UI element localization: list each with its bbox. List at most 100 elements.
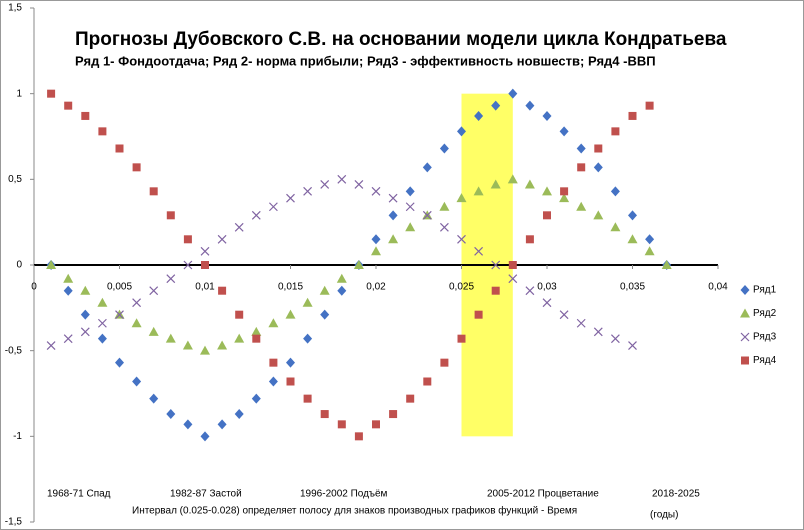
point	[63, 273, 74, 283]
point	[439, 222, 449, 232]
point	[576, 143, 586, 154]
point	[610, 222, 621, 232]
point	[303, 186, 313, 196]
legend-label: Ряд3	[753, 332, 777, 343]
point	[593, 327, 603, 337]
chart-subtitle: Ряд 1- Фондоотдача; Ряд 2- норма прибыли…	[75, 53, 656, 68]
point	[303, 333, 313, 344]
y-tick-label: 1	[16, 88, 22, 99]
point	[422, 162, 432, 173]
point	[524, 179, 535, 189]
point	[456, 193, 467, 203]
point	[389, 410, 398, 419]
point	[115, 310, 124, 320]
point	[576, 318, 586, 328]
annotation: 2018-2025	[652, 489, 700, 500]
point	[251, 210, 261, 220]
point	[577, 163, 586, 172]
point	[183, 260, 193, 270]
point	[388, 234, 399, 244]
point	[627, 234, 638, 244]
point	[63, 334, 73, 344]
point	[508, 261, 517, 269]
point	[251, 326, 262, 336]
legend-marker	[740, 332, 750, 342]
point	[372, 420, 380, 429]
point	[47, 89, 56, 98]
point	[490, 179, 501, 189]
point	[559, 126, 569, 137]
point	[183, 235, 192, 244]
point	[132, 298, 142, 308]
point	[320, 410, 329, 419]
point	[286, 193, 295, 203]
point	[149, 393, 159, 404]
point	[200, 246, 210, 256]
point	[166, 274, 176, 284]
chart-title: Прогнозы Дубовского С.В. на основании мо…	[75, 29, 727, 50]
point	[46, 341, 56, 350]
point	[457, 234, 466, 244]
legend-marker	[740, 285, 750, 295]
point	[234, 333, 245, 343]
point	[46, 260, 57, 269]
point	[353, 260, 364, 269]
point	[491, 260, 501, 270]
point	[405, 186, 415, 197]
point	[508, 274, 518, 284]
point	[439, 143, 449, 154]
point	[337, 285, 347, 296]
point	[525, 286, 535, 296]
point	[336, 273, 347, 283]
annotation: (годы)	[650, 510, 678, 521]
y-tick-label: -0,5	[5, 345, 23, 356]
y-tick-label: 0	[16, 260, 22, 271]
point	[218, 286, 227, 295]
y-tick-label: -1	[13, 431, 22, 442]
x-tick-label: 0,035	[620, 282, 645, 293]
point	[97, 318, 107, 328]
point	[217, 234, 227, 244]
point	[405, 222, 416, 232]
point	[542, 298, 552, 308]
point	[337, 420, 346, 429]
point	[610, 186, 620, 197]
point	[371, 234, 381, 245]
x-tick-label: 0,04	[708, 282, 728, 293]
point	[201, 261, 209, 269]
point	[473, 186, 484, 196]
point	[115, 144, 124, 153]
point	[64, 101, 73, 110]
point	[422, 210, 432, 220]
point	[115, 357, 124, 368]
point	[628, 111, 637, 120]
point	[337, 174, 347, 184]
point	[644, 246, 655, 256]
x-tick-label: 0,02	[366, 282, 386, 293]
annotation: 1996-2002 Подъём	[300, 489, 388, 500]
legend-label: Ряд1	[753, 285, 777, 296]
point	[593, 162, 603, 173]
point	[252, 334, 261, 343]
point	[457, 126, 466, 137]
annotation: 2005-2012 Процветание	[487, 489, 599, 500]
point	[507, 174, 518, 184]
point	[354, 432, 363, 441]
point	[80, 309, 90, 320]
point	[405, 202, 415, 212]
point	[80, 285, 91, 295]
point	[319, 285, 330, 295]
y-tick-label: -1,5	[5, 517, 23, 528]
annotation: 1982-87 Застой	[170, 489, 242, 500]
point	[508, 88, 518, 99]
point	[302, 297, 313, 307]
point	[371, 246, 381, 256]
point	[491, 286, 500, 295]
point	[217, 340, 228, 350]
point	[97, 297, 108, 307]
point	[63, 285, 73, 296]
point	[423, 377, 432, 386]
point	[183, 419, 193, 430]
point	[354, 180, 364, 189]
point	[217, 419, 227, 430]
